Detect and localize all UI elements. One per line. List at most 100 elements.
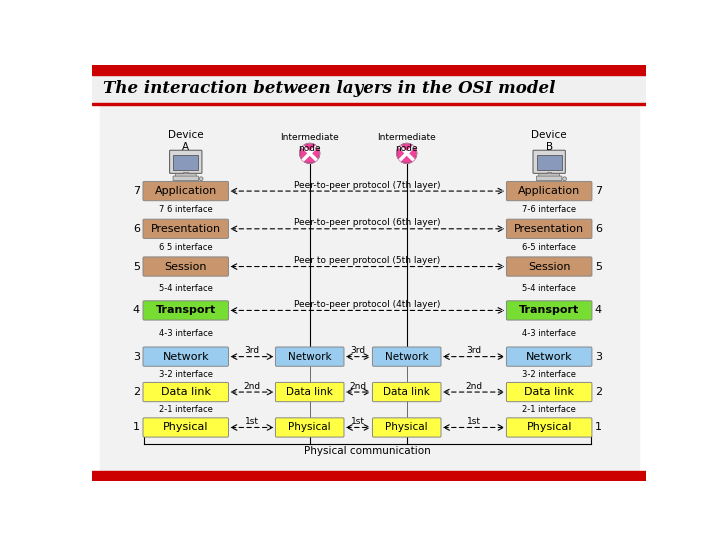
Text: 5-4 interface: 5-4 interface <box>522 284 576 293</box>
Text: Network: Network <box>385 352 428 362</box>
Text: 2: 2 <box>595 387 602 397</box>
Text: 6: 6 <box>595 224 602 234</box>
Text: 3-2 interface: 3-2 interface <box>158 370 212 379</box>
FancyBboxPatch shape <box>276 347 344 366</box>
Bar <box>92 75 647 103</box>
Text: 2nd: 2nd <box>465 381 482 390</box>
Text: 6 5 interface: 6 5 interface <box>159 243 212 252</box>
Circle shape <box>199 177 203 181</box>
FancyBboxPatch shape <box>506 301 592 320</box>
Text: 1: 1 <box>133 422 140 433</box>
FancyBboxPatch shape <box>539 174 559 178</box>
Text: 3rd: 3rd <box>244 346 259 355</box>
Text: Data link: Data link <box>524 387 574 397</box>
FancyBboxPatch shape <box>372 382 441 402</box>
Text: 4-3 interface: 4-3 interface <box>158 329 212 338</box>
FancyBboxPatch shape <box>176 174 196 178</box>
Text: Intermediate
node: Intermediate node <box>280 133 339 153</box>
FancyBboxPatch shape <box>506 347 592 366</box>
Text: 6-5 interface: 6-5 interface <box>522 243 576 252</box>
Text: Application: Application <box>518 186 580 196</box>
Text: Physical: Physical <box>163 422 209 433</box>
Text: Network: Network <box>526 352 572 362</box>
Bar <box>92 103 647 105</box>
Text: 2nd: 2nd <box>243 381 261 390</box>
FancyBboxPatch shape <box>372 418 441 437</box>
Text: 7: 7 <box>133 186 140 196</box>
Text: 2: 2 <box>133 387 140 397</box>
FancyBboxPatch shape <box>143 301 228 320</box>
Circle shape <box>300 143 320 164</box>
Text: Peer-to-peer protocol (7th layer): Peer-to-peer protocol (7th layer) <box>294 180 441 190</box>
Text: Physical: Physical <box>385 422 428 433</box>
Text: Presentation: Presentation <box>514 224 584 234</box>
FancyBboxPatch shape <box>506 219 592 239</box>
FancyBboxPatch shape <box>276 418 344 437</box>
Text: 6: 6 <box>133 224 140 234</box>
FancyBboxPatch shape <box>143 382 228 402</box>
Text: Peer-to-peer protocol (4th layer): Peer-to-peer protocol (4th layer) <box>294 300 441 309</box>
Bar <box>547 172 552 175</box>
Text: 2nd: 2nd <box>350 381 366 390</box>
Text: 1: 1 <box>595 422 602 433</box>
Text: Network: Network <box>163 352 209 362</box>
Text: Session: Session <box>164 261 207 272</box>
Text: 5: 5 <box>133 261 140 272</box>
FancyBboxPatch shape <box>143 257 228 276</box>
FancyBboxPatch shape <box>372 347 441 366</box>
Text: 5: 5 <box>595 261 602 272</box>
Text: Peer to peer protocol (5th layer): Peer to peer protocol (5th layer) <box>294 256 441 265</box>
Text: 2-1 interface: 2-1 interface <box>159 405 212 414</box>
Text: The interaction between layers in the OSI model: The interaction between layers in the OS… <box>102 80 555 97</box>
Text: 2-1 interface: 2-1 interface <box>522 405 576 414</box>
FancyBboxPatch shape <box>506 181 592 201</box>
Text: Intermediate
node: Intermediate node <box>377 133 436 153</box>
Bar <box>537 155 562 170</box>
Text: 4: 4 <box>133 306 140 315</box>
Text: 3: 3 <box>595 352 602 362</box>
FancyBboxPatch shape <box>143 219 228 239</box>
Circle shape <box>562 177 567 181</box>
FancyBboxPatch shape <box>536 176 562 181</box>
Text: Device
B: Device B <box>531 130 567 152</box>
Text: Session: Session <box>528 261 570 272</box>
FancyBboxPatch shape <box>533 150 565 173</box>
Text: 3rd: 3rd <box>351 346 366 355</box>
Bar <box>92 470 647 481</box>
Circle shape <box>397 143 417 164</box>
Bar <box>92 65 647 75</box>
Text: 7: 7 <box>595 186 602 196</box>
Text: 1st: 1st <box>351 417 365 426</box>
Text: 3rd: 3rd <box>466 346 481 355</box>
FancyBboxPatch shape <box>173 176 199 181</box>
FancyBboxPatch shape <box>143 347 228 366</box>
Text: Physical: Physical <box>526 422 572 433</box>
Text: Physical: Physical <box>289 422 331 433</box>
Text: Transport: Transport <box>156 306 216 315</box>
FancyBboxPatch shape <box>506 257 592 276</box>
Text: Peer-to-peer protocol (6th layer): Peer-to-peer protocol (6th layer) <box>294 218 441 227</box>
Text: Application: Application <box>155 186 217 196</box>
Text: Data link: Data link <box>161 387 211 397</box>
Text: 1st: 1st <box>245 417 259 426</box>
Text: Device
A: Device A <box>168 130 204 152</box>
Text: 1st: 1st <box>467 417 481 426</box>
Text: 5-4 interface: 5-4 interface <box>159 284 212 293</box>
Text: 7-6 interface: 7-6 interface <box>522 205 576 214</box>
Bar <box>184 172 188 175</box>
FancyBboxPatch shape <box>143 181 228 201</box>
Text: Transport: Transport <box>519 306 580 315</box>
Text: Presentation: Presentation <box>150 224 221 234</box>
FancyBboxPatch shape <box>506 382 592 402</box>
FancyBboxPatch shape <box>506 418 592 437</box>
Text: 4: 4 <box>595 306 602 315</box>
Bar <box>174 155 198 170</box>
FancyBboxPatch shape <box>143 418 228 437</box>
Text: 4-3 interface: 4-3 interface <box>522 329 576 338</box>
Text: 7 6 interface: 7 6 interface <box>159 205 212 214</box>
Text: 3: 3 <box>133 352 140 362</box>
Text: Data link: Data link <box>383 387 430 397</box>
FancyBboxPatch shape <box>170 150 202 173</box>
Text: 3-2 interface: 3-2 interface <box>522 370 576 379</box>
Text: Data link: Data link <box>287 387 333 397</box>
